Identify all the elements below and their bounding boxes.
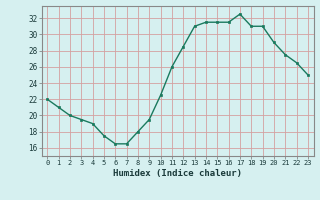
X-axis label: Humidex (Indice chaleur): Humidex (Indice chaleur) <box>113 169 242 178</box>
